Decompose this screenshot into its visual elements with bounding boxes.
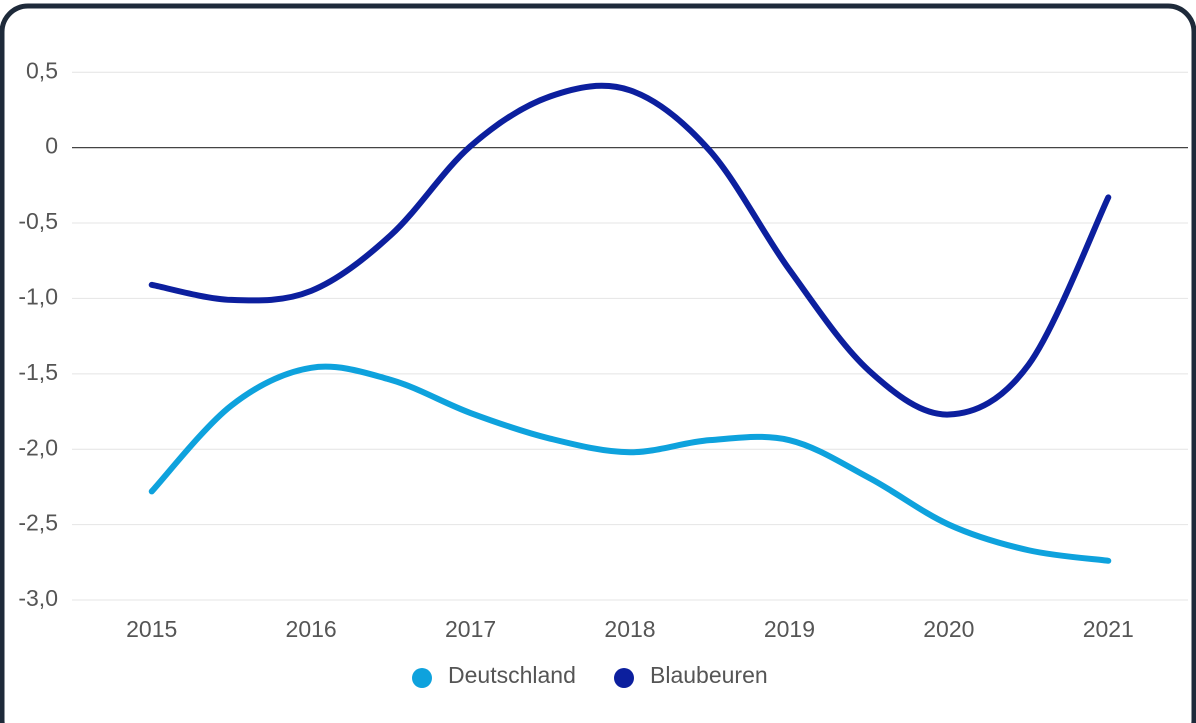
y-tick-label: -2,0 <box>18 434 58 460</box>
y-tick-label: -3,0 <box>18 585 58 611</box>
y-tick-label: -2,5 <box>18 510 58 536</box>
x-tick-label: 2015 <box>126 616 177 642</box>
y-tick-label: 0,5 <box>26 57 58 83</box>
y-tick-label: -1,0 <box>18 283 58 309</box>
legend-marker <box>614 668 634 688</box>
legend-marker <box>412 668 432 688</box>
x-tick-label: 2016 <box>286 616 337 642</box>
x-tick-label: 2017 <box>445 616 496 642</box>
y-tick-label: 0 <box>45 133 58 159</box>
line <box>148 363 1112 564</box>
x-tick-label: 2020 <box>923 616 974 642</box>
y-tick-label: -0,5 <box>18 208 58 234</box>
x-tick-label: 2021 <box>1083 616 1134 642</box>
frame <box>0 3 1196 723</box>
line <box>148 82 1112 418</box>
legend-label: Deutschland <box>448 662 576 688</box>
y-tick-label: -1,5 <box>18 359 58 385</box>
legend-label: Blaubeuren <box>650 662 768 688</box>
x-tick-label: 2019 <box>764 616 815 642</box>
x-tick-label: 2018 <box>604 616 655 642</box>
